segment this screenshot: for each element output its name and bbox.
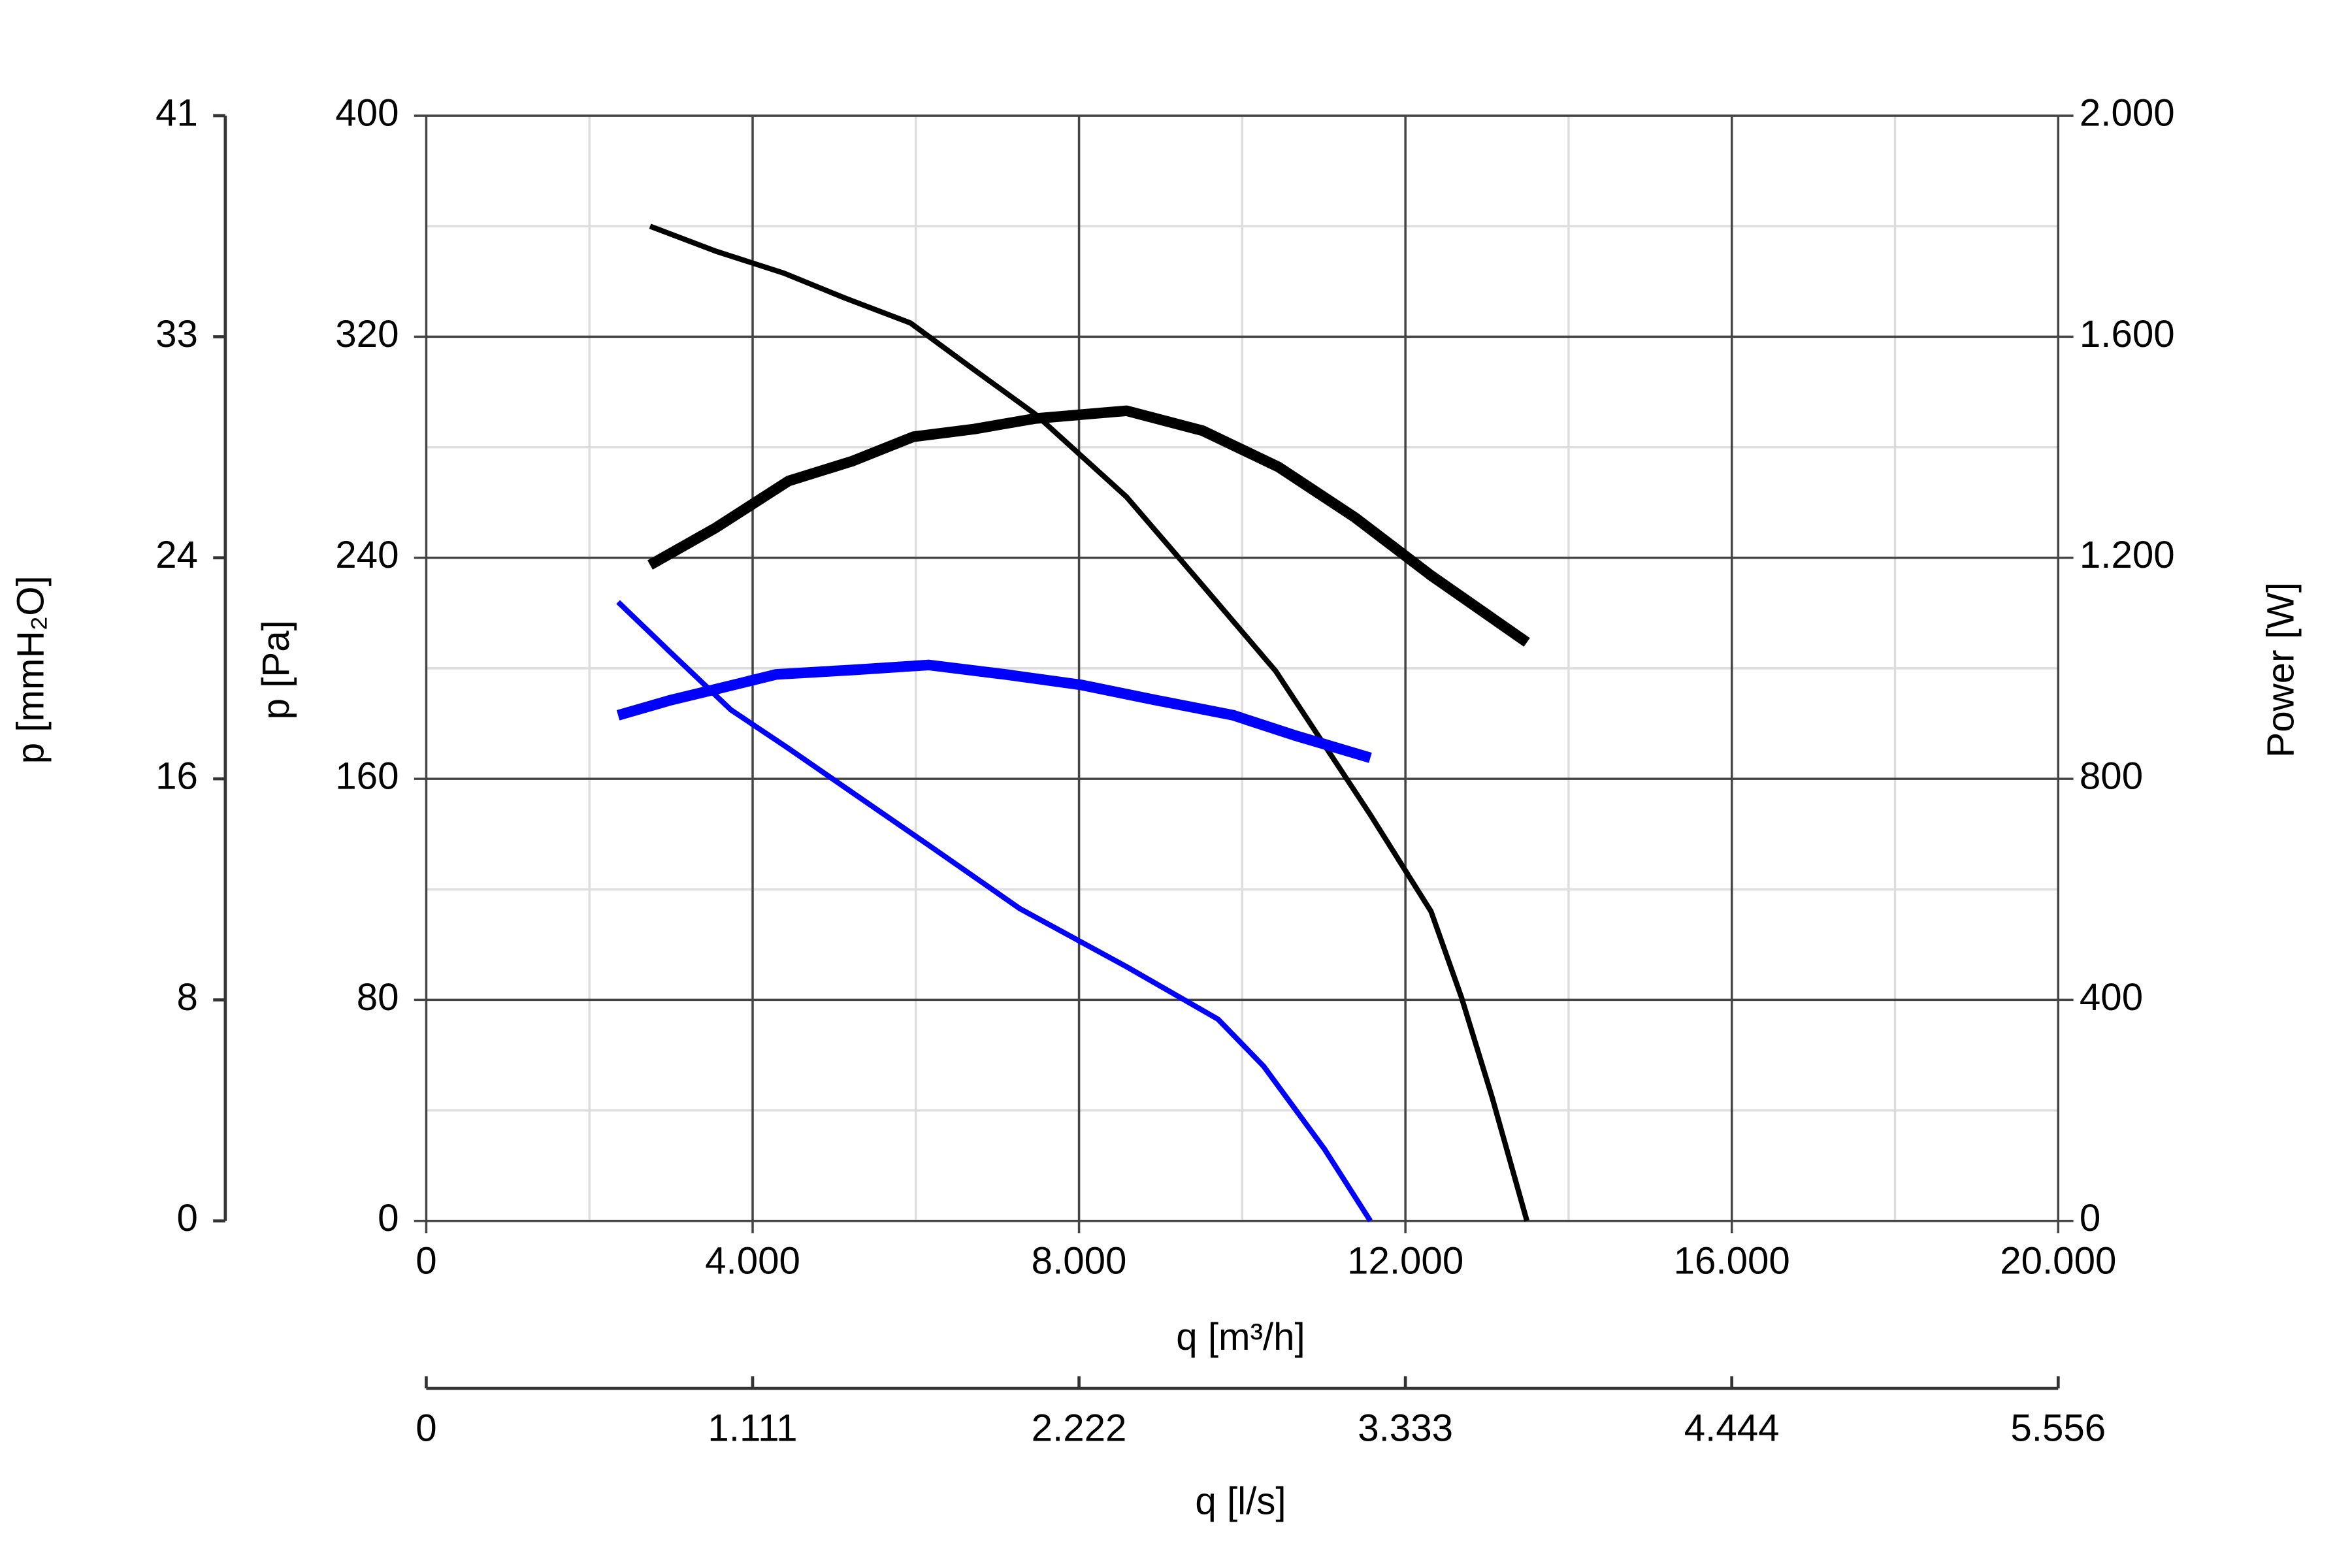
y-tick-label: 240 (335, 534, 399, 576)
x2-tick-label: 5.556 (2010, 1407, 2106, 1450)
y-axis-label: p [Pa] (255, 620, 297, 719)
x2-tick-label: 0 (416, 1407, 436, 1450)
x-tick-label: 0 (416, 1239, 436, 1282)
y-tick-label: 0 (378, 1197, 399, 1239)
x-tick-label: 12.000 (1347, 1239, 1463, 1282)
y3-tick-label: 8 (177, 976, 198, 1019)
y-tick-label: 160 (335, 755, 399, 797)
x-tick-label: 4.000 (705, 1239, 800, 1282)
y2-tick-label: 400 (2080, 976, 2143, 1019)
x2-tick-label: 3.333 (1358, 1407, 1453, 1450)
y2-tick-label: 1.200 (2080, 534, 2175, 576)
y-tick-label: 80 (357, 976, 399, 1019)
series-line (616, 659, 1372, 763)
y2-tick-label: 0 (2080, 1197, 2100, 1239)
x-axis-label: q [m³/h] (1176, 1316, 1305, 1358)
y3-tick-label: 16 (155, 755, 198, 797)
y-tick-label: 400 (335, 91, 399, 134)
x2-tick-label: 4.444 (1684, 1407, 1780, 1450)
x-tick-label: 20.000 (2000, 1239, 2116, 1282)
y2-tick-label: 800 (2080, 755, 2143, 797)
y2-tick-label: 1.600 (2080, 313, 2175, 355)
x2-tick-label: 1.111 (708, 1407, 797, 1450)
x2-axis-label: q [l/s] (1195, 1480, 1286, 1523)
y3-axis-label: p [mmH₂O] (10, 576, 52, 764)
x2-tick-label: 2.222 (1032, 1407, 1127, 1450)
series-line (649, 223, 1530, 1222)
x-tick-label: 8.000 (1032, 1239, 1127, 1282)
y3-tick-label: 24 (155, 534, 198, 576)
y3-tick-label: 0 (177, 1197, 198, 1239)
y3-tick-label: 33 (155, 313, 198, 355)
y3-tick-label: 41 (155, 91, 198, 134)
x-tick-label: 16.000 (1674, 1239, 1790, 1282)
series-line (616, 600, 1373, 1222)
series-line (647, 405, 1530, 647)
y2-axis-label: Power [W] (2260, 582, 2302, 758)
y-tick-label: 320 (335, 313, 399, 355)
y2-tick-label: 2.000 (2080, 91, 2175, 134)
